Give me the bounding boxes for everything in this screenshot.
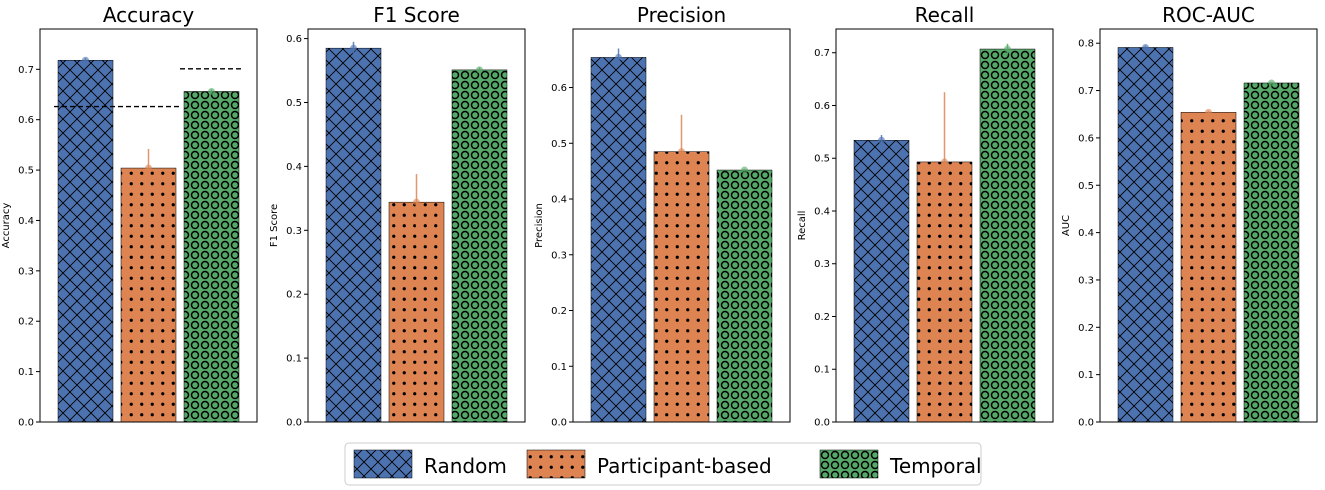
y-tick-label-f1-score-5: 0.5 xyxy=(286,98,302,109)
y-tick-label-recall-4: 0.4 xyxy=(814,206,830,217)
y-tick-label-roc-auc-3: 0.3 xyxy=(1078,275,1094,286)
legend-entry-temporal: Temporal xyxy=(819,449,982,479)
panel-title-accuracy: Accuracy xyxy=(103,3,194,27)
y-tick-label-recall-7: 0.7 xyxy=(814,48,830,59)
y-tick-label-precision-6: 0.6 xyxy=(551,83,567,94)
y-tick-label-f1-score-3: 0.3 xyxy=(286,226,302,237)
legend: Random Participant-based Temporal xyxy=(344,442,982,486)
y-axis-label-f1-score: F1 Score xyxy=(269,204,280,247)
y-tick-label-roc-auc-6: 0.6 xyxy=(1078,133,1094,144)
panel-title-roc-auc: ROC-AUC xyxy=(1162,3,1255,27)
bar-hatch-accuracy-temporal xyxy=(183,91,240,423)
bar-hatch-f1-score-participant-based xyxy=(388,201,445,423)
legend-hatch-random xyxy=(353,449,413,479)
y-axis-label-accuracy: Accuracy xyxy=(1,203,12,249)
mean-marker-recall-temporal xyxy=(1004,45,1011,53)
axes-frame-accuracy xyxy=(39,28,258,423)
mean-marker-accuracy-temporal xyxy=(208,87,215,95)
y-tick-label-roc-auc-4: 0.4 xyxy=(1078,228,1094,239)
mean-marker-f1-score-temporal xyxy=(476,66,483,74)
y-tick-label-roc-auc-2: 0.2 xyxy=(1078,323,1094,334)
mean-marker-roc-auc-participant-based xyxy=(1205,108,1212,116)
mean-marker-precision-temporal xyxy=(741,166,748,174)
y-tick-label-precision-1: 0.1 xyxy=(551,362,567,373)
mean-marker-roc-auc-temporal xyxy=(1268,79,1275,87)
y-tick-label-accuracy-7: 0.7 xyxy=(18,65,34,76)
panel-roc-auc: ROC-AUC AUC 0.0 0.1 0.2 0.3 0.4 0.5 0.6 0.7 0.8 xyxy=(1061,3,1318,429)
axes-frame-recall xyxy=(835,28,1054,423)
y-tick-label-precision-4: 0.4 xyxy=(551,195,567,206)
mean-marker-f1-score-participant-based xyxy=(413,198,420,206)
panel-title-f1-score: F1 Score xyxy=(373,3,460,27)
y-tick-label-roc-auc-1: 0.1 xyxy=(1078,370,1094,381)
legend-label-temporal: Temporal xyxy=(889,454,982,478)
mean-marker-roc-auc-random xyxy=(1142,43,1149,51)
bar-hatch-roc-auc-random xyxy=(1117,47,1174,423)
bar-hatch-roc-auc-participant-based xyxy=(1180,112,1237,423)
panel-recall: Recall Recall 0.0 0.1 0.2 0.3 0.4 0.5 0.6 0.7 xyxy=(797,3,1054,429)
y-tick-label-roc-auc-8: 0.8 xyxy=(1078,39,1094,50)
axes-frame-f1-score xyxy=(307,28,526,423)
y-tick-label-recall-5: 0.5 xyxy=(814,154,830,165)
bar-hatch-recall-random xyxy=(853,140,910,423)
mean-marker-accuracy-participant-based xyxy=(145,164,152,172)
y-tick-label-roc-auc-0: 0.0 xyxy=(1078,418,1094,429)
y-tick-label-precision-0: 0.0 xyxy=(551,418,567,429)
mean-marker-recall-participant-based xyxy=(941,158,948,166)
y-tick-label-recall-0: 0.0 xyxy=(814,418,830,429)
y-tick-label-f1-score-4: 0.4 xyxy=(286,162,302,173)
y-tick-label-accuracy-5: 0.5 xyxy=(18,166,34,177)
mean-marker-precision-random xyxy=(615,53,622,61)
y-tick-label-accuracy-0: 0.0 xyxy=(18,418,34,429)
bar-hatch-recall-temporal xyxy=(979,48,1036,423)
y-tick-label-recall-3: 0.3 xyxy=(814,259,830,270)
legend-hatch-temporal xyxy=(819,449,879,479)
bar-hatch-precision-temporal xyxy=(716,169,773,423)
panel-title-recall: Recall xyxy=(915,3,975,27)
bar-hatch-roc-auc-temporal xyxy=(1243,82,1300,423)
legend-label-random: Random xyxy=(424,454,507,478)
legend-entry-random: Random xyxy=(353,449,507,479)
axes-frame-precision xyxy=(572,28,791,423)
bar-hatch-precision-random xyxy=(590,57,647,423)
mean-marker-f1-score-random xyxy=(350,44,357,52)
panel-accuracy: Accuracy Accuracy 0.0 0.1 0.2 0.3 0.4 0.5 0.6 0.7 xyxy=(1,3,258,429)
panel-f1-score: F1 Score F1 Score 0.0 0.1 0.2 0.3 0.4 0.5 0.6 xyxy=(269,3,526,429)
y-tick-label-accuracy-6: 0.6 xyxy=(18,115,34,126)
y-axis-label-roc-auc: AUC xyxy=(1061,215,1072,236)
mean-marker-precision-participant-based xyxy=(678,148,685,156)
y-tick-label-precision-2: 0.2 xyxy=(551,306,567,317)
y-tick-label-recall-2: 0.2 xyxy=(814,312,830,323)
bar-hatch-f1-score-temporal xyxy=(451,69,508,423)
axes-frame-roc-auc xyxy=(1099,28,1318,423)
y-tick-label-roc-auc-7: 0.7 xyxy=(1078,86,1094,97)
mean-marker-accuracy-random xyxy=(82,56,89,64)
y-tick-label-accuracy-4: 0.4 xyxy=(18,216,34,227)
y-tick-label-f1-score-2: 0.2 xyxy=(286,290,302,301)
legend-hatch-participant-based xyxy=(526,449,586,479)
y-tick-label-f1-score-6: 0.6 xyxy=(286,34,302,45)
panel-title-precision: Precision xyxy=(637,3,726,27)
y-axis-label-recall: Recall xyxy=(797,211,808,241)
y-tick-label-recall-6: 0.6 xyxy=(814,101,830,112)
legend-entry-participant-based: Participant-based xyxy=(526,449,772,479)
bar-hatch-accuracy-random xyxy=(57,59,114,423)
bar-hatch-precision-participant-based xyxy=(653,151,710,423)
legend-label-participant-based: Participant-based xyxy=(597,454,772,478)
panel-precision: Precision Precision 0.0 0.1 0.2 0.3 0.4 0.5 0.6 xyxy=(534,3,791,429)
y-tick-label-f1-score-1: 0.1 xyxy=(286,354,302,365)
y-tick-label-precision-3: 0.3 xyxy=(551,250,567,261)
y-tick-label-f1-score-0: 0.0 xyxy=(286,418,302,429)
y-tick-label-accuracy-3: 0.3 xyxy=(18,266,34,277)
y-axis-label-precision: Precision xyxy=(534,203,545,248)
y-tick-label-accuracy-1: 0.1 xyxy=(18,367,34,378)
bar-hatch-accuracy-participant-based xyxy=(120,167,177,423)
y-tick-label-roc-auc-5: 0.5 xyxy=(1078,181,1094,192)
bar-hatch-f1-score-random xyxy=(325,47,382,423)
y-tick-label-precision-5: 0.5 xyxy=(551,139,567,150)
mean-marker-recall-random xyxy=(878,136,885,144)
y-tick-label-recall-1: 0.1 xyxy=(814,365,830,376)
y-tick-label-accuracy-2: 0.2 xyxy=(18,317,34,328)
